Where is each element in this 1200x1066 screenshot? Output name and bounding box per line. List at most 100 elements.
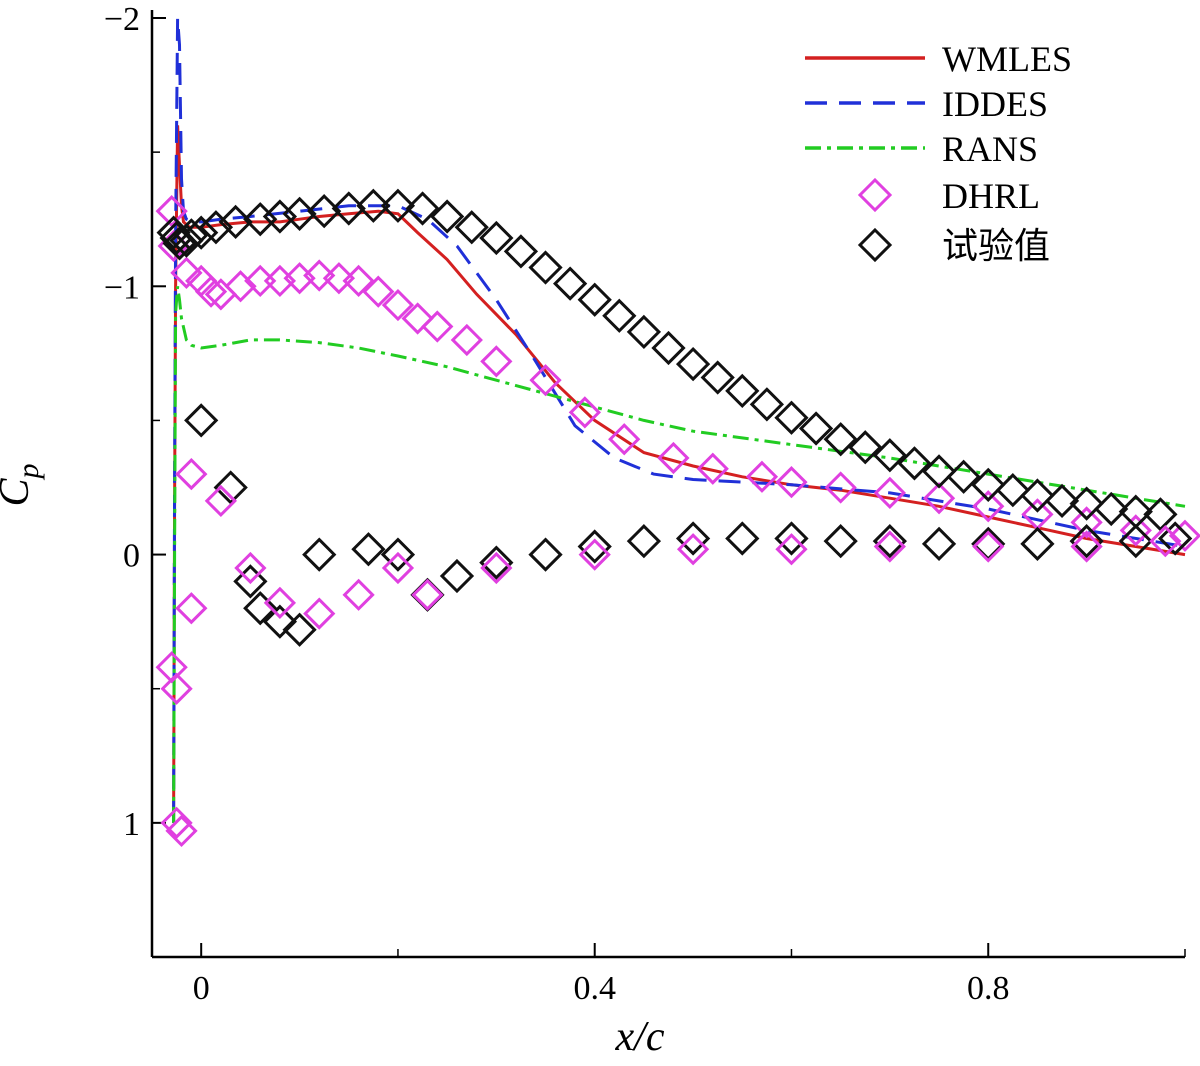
dhrl-point xyxy=(155,195,188,228)
legend: WMLES IDDES RANS DHRL 试验值 xyxy=(805,39,1072,266)
legend-label-4: 试验值 xyxy=(942,226,1050,266)
experiment-point xyxy=(552,266,588,301)
dhrl-point-lower xyxy=(1149,525,1182,558)
experiment-point-lower xyxy=(921,526,957,561)
experiment-point xyxy=(725,373,760,409)
experiment-point xyxy=(162,226,197,261)
y-axis-title-main: C xyxy=(0,478,38,507)
dhrl-point xyxy=(160,806,193,839)
experiment-point xyxy=(848,430,883,465)
dhrl-point xyxy=(568,396,601,429)
experiment-point xyxy=(454,210,489,245)
experiment-point xyxy=(479,220,514,256)
dhrl-point xyxy=(972,490,1005,523)
dhrl-point xyxy=(873,476,906,509)
dhrl-point-lower xyxy=(160,672,193,705)
dhrl-point xyxy=(824,471,857,504)
experiment-point xyxy=(995,473,1030,508)
experiment-point xyxy=(872,438,907,473)
experiment-point xyxy=(174,218,209,253)
experiment-point-lower xyxy=(675,521,711,556)
dhrl-point xyxy=(322,262,356,295)
experiment-point-lower xyxy=(410,577,445,612)
dhrl-point-lower xyxy=(175,592,208,625)
experiment-point xyxy=(823,422,858,457)
legend-label-1: IDDES xyxy=(942,84,1048,124)
experiment-point xyxy=(380,188,416,223)
dhrl-point xyxy=(194,275,228,308)
x-tick-label: 0 xyxy=(193,970,210,1007)
experiment-point-lower xyxy=(774,521,809,556)
experiment-point-lower xyxy=(725,521,760,556)
experiment-point xyxy=(503,234,539,269)
experiment-point xyxy=(946,459,981,494)
dhrl-point xyxy=(1070,506,1103,539)
experiment-point-lower xyxy=(351,532,386,567)
dhrl-point-lower xyxy=(873,530,906,563)
experiment-point-lower xyxy=(1118,524,1153,559)
experiment-point xyxy=(1094,491,1129,527)
y-axis-title: Cp xyxy=(0,463,45,506)
y-tick-label: 0 xyxy=(123,538,140,575)
experiment-point-lower xyxy=(243,591,278,626)
dhrl-point xyxy=(224,270,257,303)
dhrl-point xyxy=(342,264,375,298)
dhrl-point xyxy=(608,423,641,456)
experiment-point xyxy=(1020,478,1055,513)
series-line-rans xyxy=(172,286,1186,823)
x-tick-label: 0.8 xyxy=(967,970,1010,1007)
dhrl-point xyxy=(529,364,562,397)
experiment-point xyxy=(675,346,711,382)
experiment-point-lower xyxy=(302,537,337,572)
experiment-point-lower xyxy=(626,524,662,559)
dhrl-point-lower xyxy=(204,484,237,518)
experiment-point-lower xyxy=(184,403,219,438)
dhrl-point xyxy=(175,457,208,491)
experiment-point-lower xyxy=(577,529,612,564)
experiment-point xyxy=(798,411,834,446)
experiment-point-lower xyxy=(872,524,907,559)
experiment-point xyxy=(356,188,391,223)
dhrl-point xyxy=(421,310,454,343)
experiment-point-lower xyxy=(380,537,416,572)
legend-label-3: DHRL xyxy=(942,176,1040,216)
experiment-point xyxy=(897,446,932,481)
dhrl-point-lower xyxy=(342,578,375,611)
dhrl-point-lower xyxy=(303,597,336,630)
experiment-point xyxy=(971,467,1006,502)
experiment-point-lower xyxy=(282,612,317,647)
experiment-point-lower xyxy=(439,558,475,594)
experiment-point-lower xyxy=(528,537,563,572)
dhrl-point-lower xyxy=(676,533,710,566)
experiment-point xyxy=(243,202,278,237)
dhrl-point xyxy=(450,323,483,357)
dhrl-point-lower xyxy=(411,578,444,611)
dhrl-point-lower xyxy=(578,538,611,571)
experiment-point xyxy=(774,400,809,435)
legend-marker-3 xyxy=(857,177,893,213)
experiment-point xyxy=(198,210,234,245)
dhrl-point xyxy=(922,482,956,515)
experiment-point-lower xyxy=(233,564,268,599)
dhrl-point xyxy=(362,275,395,308)
legend-label-2: RANS xyxy=(942,129,1038,169)
dhrl-point xyxy=(401,302,434,335)
experiment-point xyxy=(262,199,298,234)
dhrl-point xyxy=(165,814,198,848)
experiment-point xyxy=(700,360,735,395)
dhrl-point xyxy=(696,452,729,485)
dhrl-point xyxy=(745,460,779,493)
experiment-point xyxy=(749,387,785,422)
dhrl-point xyxy=(775,466,808,499)
y-axis-title-sub: p xyxy=(12,463,45,480)
dhrl-point-lower xyxy=(381,551,415,585)
experiment-point xyxy=(626,314,662,350)
dhrl-point-lower xyxy=(155,651,188,684)
x-axis-title: x/c xyxy=(615,1014,665,1060)
dhrl-point xyxy=(657,441,690,475)
experiment-point xyxy=(651,330,686,366)
series-line-wmles xyxy=(172,125,1186,823)
experiment-point-lower xyxy=(262,604,298,639)
dhrl-point xyxy=(1168,519,1200,552)
